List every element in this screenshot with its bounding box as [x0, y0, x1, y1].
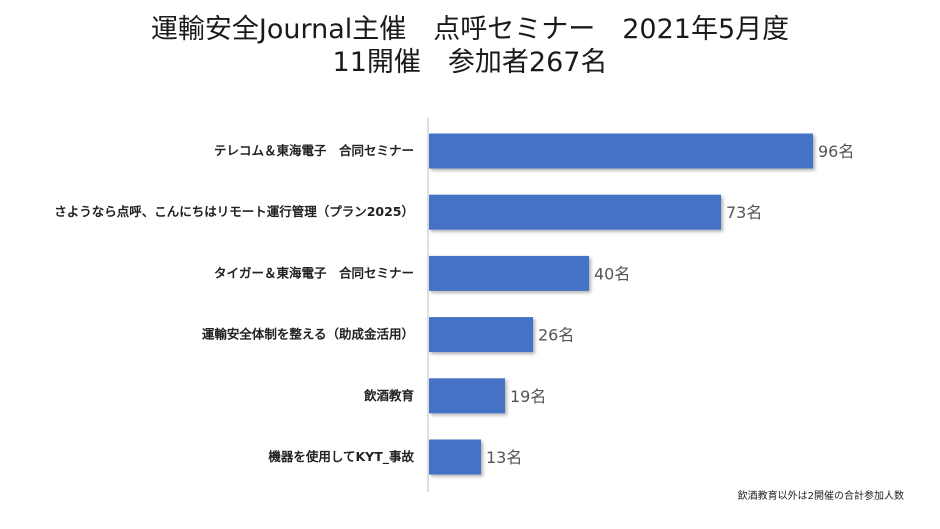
bar-0 — [429, 133, 813, 169]
category-label-5: 機器を使用してKYT_事故 — [268, 449, 414, 465]
category-label-3: 運輸安全体制を整える（助成金活用） — [202, 327, 414, 342]
bar-4 — [429, 378, 505, 414]
footnote: 飲酒教育以外は2開催の合計参加人数 — [737, 491, 904, 502]
bar-3 — [429, 317, 533, 353]
value-label-1: 73名 — [726, 203, 762, 222]
chart-title-line2: 11開催 参加者267名 — [332, 47, 608, 78]
chart-title-line1: 運輸安全Journal主催 点呼セミナー 2021年5月度 — [150, 14, 790, 45]
value-label-0: 96名 — [818, 142, 854, 161]
bar-1 — [429, 194, 721, 230]
value-label-4: 19名 — [510, 387, 546, 406]
bar-5 — [429, 439, 481, 475]
value-label-2: 40名 — [594, 264, 630, 283]
value-label-5: 13名 — [486, 448, 522, 467]
bars-group: テレコム＆東海電子 合同セミナー 96名さようなら点呼、こんにちはリモート運行管理… — [54, 133, 854, 475]
bar-2 — [429, 255, 589, 291]
category-label-0: テレコム＆東海電子 合同セミナー — [214, 143, 414, 158]
category-label-4: 飲酒教育 — [363, 388, 415, 403]
value-label-3: 26名 — [538, 326, 574, 345]
category-label-1: さようなら点呼、こんにちはリモート運行管理（プラン2025） — [54, 204, 414, 219]
category-label-2: タイガー＆東海電子 合同セミナー — [214, 265, 414, 280]
